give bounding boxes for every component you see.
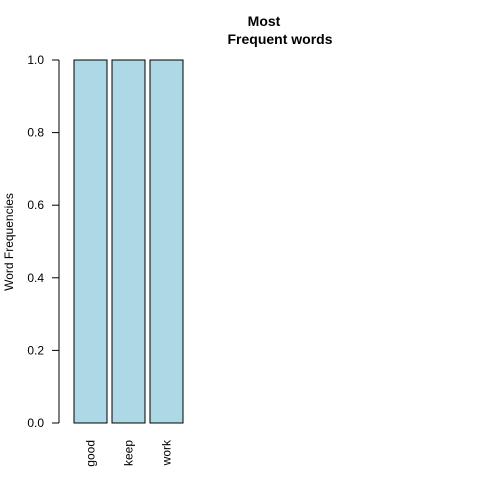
- y-tick-label: 0.0: [27, 416, 44, 430]
- y-axis-label: Word Frequencies: [2, 193, 16, 291]
- bar-keep: [111, 59, 146, 424]
- y-tick-label: 0.8: [27, 126, 44, 140]
- x-axis-labels: good keep work: [84, 439, 174, 467]
- y-tick-label: 0.4: [27, 271, 44, 285]
- bar-good: [73, 59, 108, 424]
- bars: [73, 59, 184, 424]
- chart-title: Most Frequent words: [227, 13, 332, 47]
- chart-title-line-2: Frequent words: [227, 31, 332, 47]
- chart-title-line-1: Most: [248, 13, 281, 29]
- x-tick-label: good: [84, 440, 98, 467]
- y-tick-label: 0.2: [27, 343, 44, 357]
- x-tick-label: work: [160, 439, 174, 466]
- y-tick-label: 0.6: [27, 198, 44, 212]
- x-tick-label: keep: [122, 440, 136, 466]
- bar-work: [149, 59, 184, 424]
- y-tick-label: 1.0: [27, 53, 44, 67]
- y-axis: 0.0 0.2 0.4 0.6 0.8 1.0: [27, 53, 60, 430]
